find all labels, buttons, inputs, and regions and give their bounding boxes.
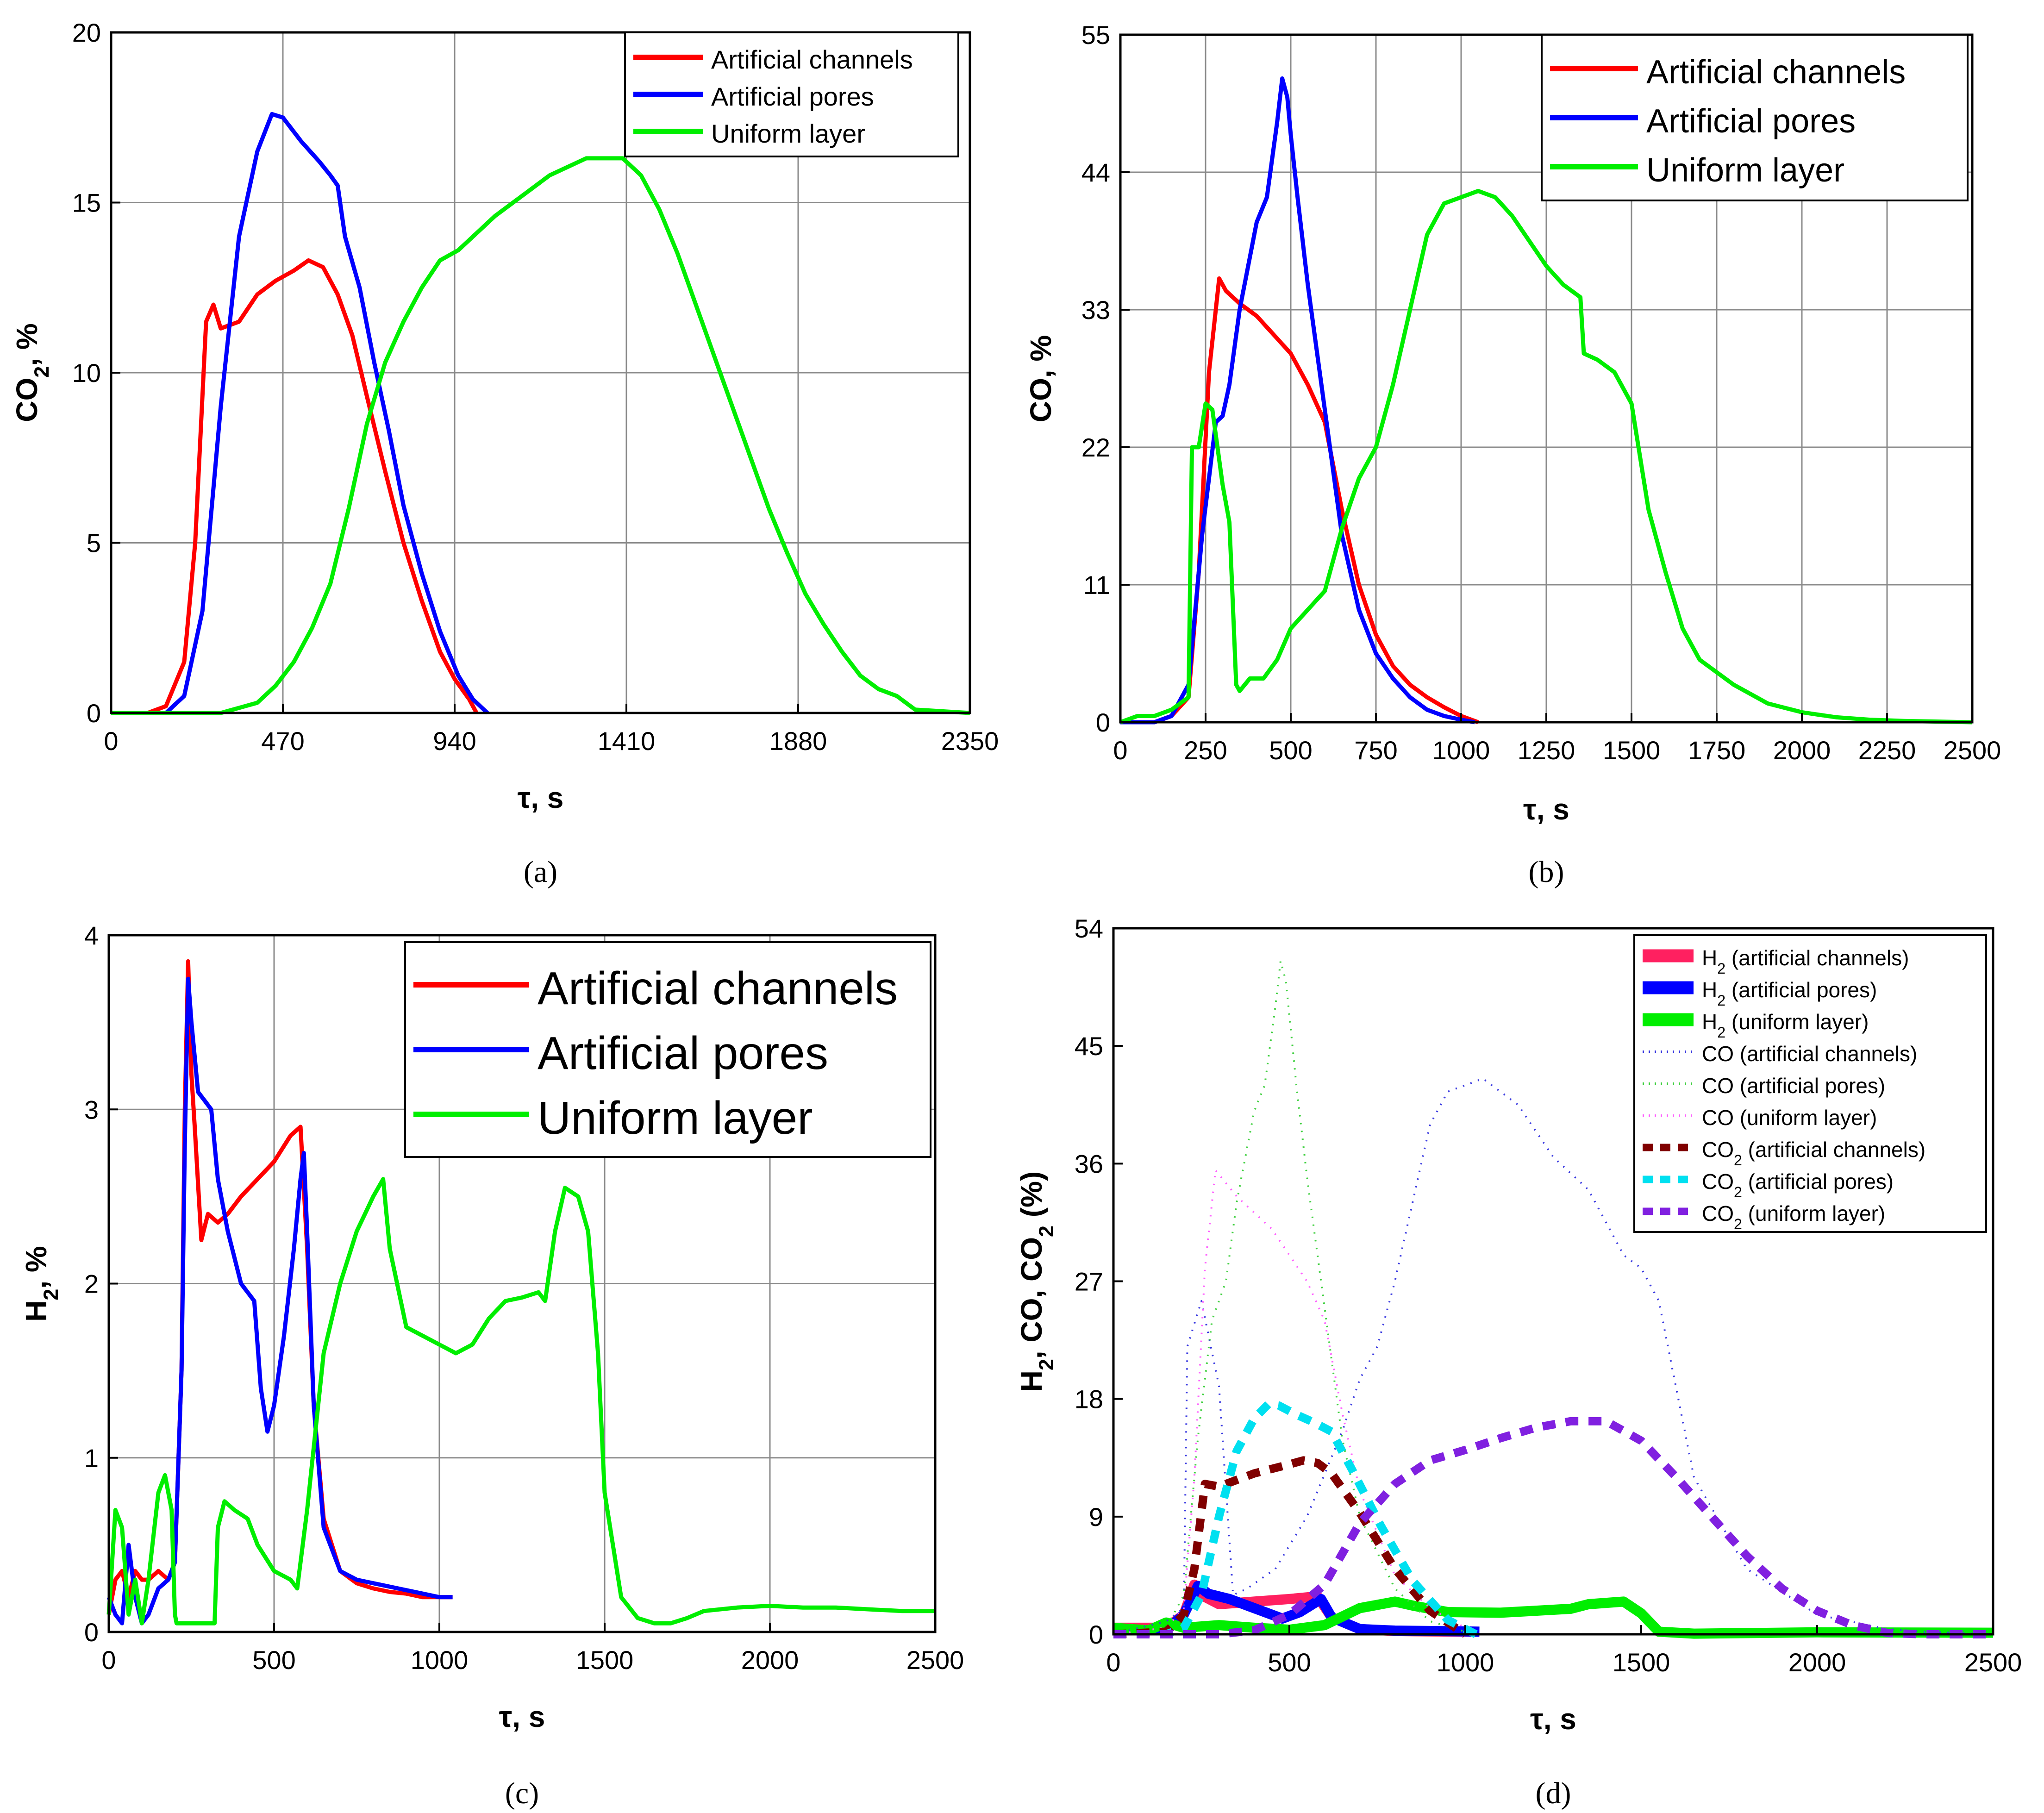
x-tick-label: 2500 (906, 1645, 964, 1675)
x-tick-label: 1500 (576, 1645, 634, 1675)
series-line-c-0 (106, 959, 453, 1615)
legend-label: Artificial channels (538, 963, 898, 1014)
x-tick-label: 2000 (741, 1645, 799, 1675)
x-tick-label: 2250 (1858, 736, 1916, 765)
y-tick-label: 18 (1075, 1385, 1103, 1414)
legend-label: Uniform layer (538, 1092, 813, 1144)
series-line-c-2 (106, 1177, 935, 1625)
series-line-d-2 (1113, 1596, 1994, 1639)
x-tick-label: 500 (1268, 1648, 1311, 1677)
y-tick-label: 54 (1075, 914, 1103, 943)
x-tick-label: 1000 (411, 1645, 469, 1675)
series-line-d-5 (1113, 1169, 1483, 1635)
series-line-d-6 (1113, 1456, 1468, 1638)
y-axis-title: CO, % (1024, 335, 1057, 422)
x-tick-label: 0 (101, 1645, 116, 1675)
y-tick-label: 33 (1081, 295, 1110, 325)
series-line-b-1 (1120, 76, 1475, 725)
x-tick-label: 250 (1184, 736, 1227, 765)
y-tick-label: 5 (87, 529, 101, 558)
panel-caption: (d) (1536, 1776, 1571, 1810)
legend-label: Uniform layer (1646, 152, 1844, 189)
x-tick-label: 1750 (1688, 736, 1746, 765)
x-tick-label: 2350 (941, 726, 999, 756)
x-tick-label: 1000 (1437, 1648, 1494, 1677)
x-axis-title: τ, s (499, 1700, 545, 1733)
y-tick-label: 44 (1081, 158, 1110, 187)
legend-label: CO (artificial pores) (1702, 1074, 1885, 1098)
x-tick-label: 2000 (1773, 736, 1831, 765)
series-line-b-2 (1119, 189, 1973, 725)
series-line-d-7 (1113, 1400, 1478, 1638)
x-axis-title: τ, s (518, 781, 564, 814)
y-axis-title: H2, % (19, 1246, 63, 1322)
y-tick-label: 3 (84, 1095, 99, 1124)
x-tick-label: 1500 (1613, 1648, 1670, 1677)
legend-label: Uniform layer (711, 119, 865, 148)
series-line-a-1 (111, 112, 489, 715)
y-tick-label: 0 (84, 1618, 99, 1647)
y-tick-label: 20 (72, 18, 101, 47)
y-tick-label: 4 (84, 921, 99, 950)
legend-label: CO (uniform layer) (1702, 1106, 1877, 1130)
legend-label: Artificial pores (538, 1027, 828, 1079)
x-tick-label: 0 (1106, 1648, 1120, 1677)
panel-caption: (c) (505, 1776, 539, 1810)
x-tick-label: 2000 (1788, 1648, 1846, 1677)
panel-caption: (b) (1529, 855, 1564, 889)
x-tick-label: 1000 (1432, 736, 1490, 765)
y-tick-label: 45 (1075, 1032, 1103, 1061)
series-line-b-0 (1120, 276, 1479, 725)
y-tick-label: 36 (1075, 1149, 1103, 1178)
chart-panel-d: 0 500 1000 1500 2000 2500 0 9 18 27 36 45 54 τ, s H2, … (1015, 914, 2022, 1810)
legend-label: Artificial channels (711, 45, 913, 74)
x-tick-label: 2500 (1944, 736, 2001, 765)
legend-label: CO (artificial channels) (1702, 1042, 1917, 1066)
y-tick-label: 11 (1083, 570, 1110, 600)
y-tick-label: 55 (1081, 20, 1110, 50)
chart-panel-a: 0 470 940 1410 1880 2350 0 5 10 15 20 τ, s CO2, % (a)… (10, 18, 999, 889)
legend-label: Artificial pores (711, 82, 874, 111)
series-line-a-2 (111, 156, 970, 715)
chart-panel-c: 0 500 1000 1500 2000 2500 0 1 2 3 4 τ, s H2, % (c) Art… (19, 921, 964, 1810)
y-tick-label: 27 (1075, 1267, 1103, 1296)
x-tick-label: 500 (252, 1645, 295, 1675)
x-tick-label: 940 (433, 726, 476, 756)
x-tick-label: 1250 (1518, 736, 1575, 765)
y-axis-title: CO2, % (10, 323, 53, 422)
x-axis-title: τ, s (1523, 793, 1569, 826)
chart-panel-b: 0 250 500 750 1000 1250 1500 1750 2000 2250 2500 0 1… (1024, 20, 2001, 889)
y-tick-label: 0 (1089, 1620, 1103, 1649)
series-line-d-8 (1113, 1417, 1993, 1638)
x-axis-title: τ, s (1530, 1702, 1576, 1736)
y-tick-label: 9 (1089, 1502, 1103, 1532)
y-axis-title: H2, CO, CO2 (%) (1015, 1171, 1058, 1392)
x-tick-label: 500 (1269, 736, 1312, 765)
x-tick-label: 0 (1113, 736, 1127, 765)
y-tick-label: 10 (72, 358, 101, 388)
x-tick-label: 1500 (1603, 736, 1661, 765)
x-tick-label: 0 (104, 726, 118, 756)
series-line-d-4 (1113, 960, 1480, 1635)
x-tick-label: 2500 (1964, 1648, 2022, 1677)
series-line-c-1 (106, 976, 453, 1625)
x-tick-label: 1410 (598, 726, 656, 756)
y-tick-label: 15 (72, 188, 101, 218)
y-tick-label: 1 (84, 1444, 99, 1473)
x-tick-label: 470 (261, 726, 304, 756)
x-tick-label: 750 (1354, 736, 1397, 765)
legend-label: Artificial pores (1646, 103, 1856, 140)
y-tick-label: 2 (84, 1269, 99, 1299)
series-line-a-0 (111, 258, 479, 715)
y-tick-label: 0 (1096, 708, 1110, 737)
y-tick-label: 0 (87, 699, 101, 728)
y-tick-label: 22 (1081, 433, 1110, 462)
panel-caption: (a) (524, 855, 557, 889)
series-line-d-3 (1113, 1077, 1994, 1635)
legend-label: Artificial channels (1646, 54, 1906, 91)
x-tick-label: 1880 (769, 726, 827, 756)
